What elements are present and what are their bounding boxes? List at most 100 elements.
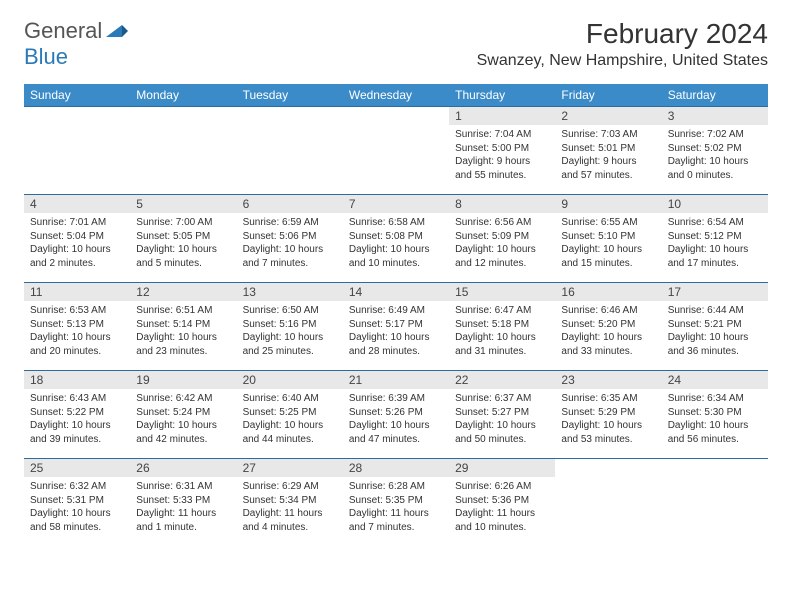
day-header: Monday xyxy=(130,84,236,107)
calendar-cell: 28Sunrise: 6:28 AMSunset: 5:35 PMDayligh… xyxy=(343,459,449,547)
day-number: 24 xyxy=(662,371,768,389)
sunset-text: Sunset: 5:21 PM xyxy=(668,318,762,332)
location-text: Swanzey, New Hampshire, United States xyxy=(477,52,768,70)
daylight-text-1: Daylight: 10 hours xyxy=(349,331,443,345)
calendar-row: 1Sunrise: 7:04 AMSunset: 5:00 PMDaylight… xyxy=(24,107,768,195)
logo-text-blue: Blue xyxy=(24,44,68,69)
sunrise-text: Sunrise: 6:59 AM xyxy=(243,216,337,230)
calendar-table: SundayMondayTuesdayWednesdayThursdayFrid… xyxy=(24,84,768,547)
calendar-cell: 8Sunrise: 6:56 AMSunset: 5:09 PMDaylight… xyxy=(449,195,555,283)
calendar-row: 18Sunrise: 6:43 AMSunset: 5:22 PMDayligh… xyxy=(24,371,768,459)
day-header: Tuesday xyxy=(237,84,343,107)
calendar-cell xyxy=(237,107,343,195)
daylight-text-1: Daylight: 10 hours xyxy=(136,419,230,433)
day-details: Sunrise: 6:40 AMSunset: 5:25 PMDaylight:… xyxy=(237,389,343,450)
day-details: Sunrise: 6:51 AMSunset: 5:14 PMDaylight:… xyxy=(130,301,236,362)
daylight-text-1: Daylight: 11 hours xyxy=(349,507,443,521)
daylight-text-2: and 7 minutes. xyxy=(243,257,337,271)
sunrise-text: Sunrise: 6:56 AM xyxy=(455,216,549,230)
daylight-text-1: Daylight: 10 hours xyxy=(30,419,124,433)
day-number: 27 xyxy=(237,459,343,477)
calendar-head: SundayMondayTuesdayWednesdayThursdayFrid… xyxy=(24,84,768,107)
calendar-cell: 2Sunrise: 7:03 AMSunset: 5:01 PMDaylight… xyxy=(555,107,661,195)
calendar-cell: 15Sunrise: 6:47 AMSunset: 5:18 PMDayligh… xyxy=(449,283,555,371)
calendar-cell: 11Sunrise: 6:53 AMSunset: 5:13 PMDayligh… xyxy=(24,283,130,371)
daylight-text-1: Daylight: 10 hours xyxy=(561,419,655,433)
day-number: 29 xyxy=(449,459,555,477)
daylight-text-2: and 12 minutes. xyxy=(455,257,549,271)
daylight-text-2: and 20 minutes. xyxy=(30,345,124,359)
logo: General xyxy=(24,18,130,44)
day-number: 12 xyxy=(130,283,236,301)
sunrise-text: Sunrise: 6:26 AM xyxy=(455,480,549,494)
day-details: Sunrise: 6:37 AMSunset: 5:27 PMDaylight:… xyxy=(449,389,555,450)
daylight-text-1: Daylight: 10 hours xyxy=(349,243,443,257)
day-details: Sunrise: 6:31 AMSunset: 5:33 PMDaylight:… xyxy=(130,477,236,538)
day-number: 26 xyxy=(130,459,236,477)
day-number: 8 xyxy=(449,195,555,213)
sunset-text: Sunset: 5:34 PM xyxy=(243,494,337,508)
day-details: Sunrise: 7:01 AMSunset: 5:04 PMDaylight:… xyxy=(24,213,130,274)
sunset-text: Sunset: 5:14 PM xyxy=(136,318,230,332)
calendar-cell xyxy=(24,107,130,195)
calendar-cell: 6Sunrise: 6:59 AMSunset: 5:06 PMDaylight… xyxy=(237,195,343,283)
calendar-cell: 22Sunrise: 6:37 AMSunset: 5:27 PMDayligh… xyxy=(449,371,555,459)
sunset-text: Sunset: 5:30 PM xyxy=(668,406,762,420)
sunset-text: Sunset: 5:00 PM xyxy=(455,142,549,156)
sunrise-text: Sunrise: 6:31 AM xyxy=(136,480,230,494)
day-number: 1 xyxy=(449,107,555,125)
calendar-cell: 16Sunrise: 6:46 AMSunset: 5:20 PMDayligh… xyxy=(555,283,661,371)
calendar-cell: 4Sunrise: 7:01 AMSunset: 5:04 PMDaylight… xyxy=(24,195,130,283)
sunrise-text: Sunrise: 6:43 AM xyxy=(30,392,124,406)
sunset-text: Sunset: 5:02 PM xyxy=(668,142,762,156)
day-details: Sunrise: 7:02 AMSunset: 5:02 PMDaylight:… xyxy=(662,125,768,186)
daylight-text-1: Daylight: 10 hours xyxy=(668,243,762,257)
daylight-text-1: Daylight: 10 hours xyxy=(30,243,124,257)
day-number: 10 xyxy=(662,195,768,213)
day-number: 18 xyxy=(24,371,130,389)
calendar-cell: 20Sunrise: 6:40 AMSunset: 5:25 PMDayligh… xyxy=(237,371,343,459)
day-details: Sunrise: 6:39 AMSunset: 5:26 PMDaylight:… xyxy=(343,389,449,450)
page-header: General February 2024 Swanzey, New Hamps… xyxy=(0,0,792,74)
sunset-text: Sunset: 5:10 PM xyxy=(561,230,655,244)
calendar-cell: 12Sunrise: 6:51 AMSunset: 5:14 PMDayligh… xyxy=(130,283,236,371)
month-title: February 2024 xyxy=(477,18,768,50)
daylight-text-2: and 0 minutes. xyxy=(668,169,762,183)
sunset-text: Sunset: 5:13 PM xyxy=(30,318,124,332)
day-number: 21 xyxy=(343,371,449,389)
daylight-text-2: and 53 minutes. xyxy=(561,433,655,447)
sunrise-text: Sunrise: 6:29 AM xyxy=(243,480,337,494)
day-header: Thursday xyxy=(449,84,555,107)
daylight-text-1: Daylight: 11 hours xyxy=(455,507,549,521)
sunrise-text: Sunrise: 7:02 AM xyxy=(668,128,762,142)
daylight-text-2: and 33 minutes. xyxy=(561,345,655,359)
sunset-text: Sunset: 5:04 PM xyxy=(30,230,124,244)
daylight-text-2: and 39 minutes. xyxy=(30,433,124,447)
daylight-text-1: Daylight: 10 hours xyxy=(668,331,762,345)
day-number: 11 xyxy=(24,283,130,301)
sunrise-text: Sunrise: 7:00 AM xyxy=(136,216,230,230)
sunrise-text: Sunrise: 6:32 AM xyxy=(30,480,124,494)
daylight-text-1: Daylight: 10 hours xyxy=(455,331,549,345)
day-details: Sunrise: 6:44 AMSunset: 5:21 PMDaylight:… xyxy=(662,301,768,362)
daylight-text-1: Daylight: 10 hours xyxy=(30,331,124,345)
daylight-text-1: Daylight: 10 hours xyxy=(136,331,230,345)
sunset-text: Sunset: 5:24 PM xyxy=(136,406,230,420)
sunset-text: Sunset: 5:01 PM xyxy=(561,142,655,156)
calendar-cell: 17Sunrise: 6:44 AMSunset: 5:21 PMDayligh… xyxy=(662,283,768,371)
daylight-text-2: and 2 minutes. xyxy=(30,257,124,271)
day-details: Sunrise: 7:03 AMSunset: 5:01 PMDaylight:… xyxy=(555,125,661,186)
daylight-text-1: Daylight: 10 hours xyxy=(349,419,443,433)
sunset-text: Sunset: 5:25 PM xyxy=(243,406,337,420)
sunset-text: Sunset: 5:17 PM xyxy=(349,318,443,332)
calendar-cell: 7Sunrise: 6:58 AMSunset: 5:08 PMDaylight… xyxy=(343,195,449,283)
sunset-text: Sunset: 5:06 PM xyxy=(243,230,337,244)
day-details: Sunrise: 6:50 AMSunset: 5:16 PMDaylight:… xyxy=(237,301,343,362)
daylight-text-2: and 57 minutes. xyxy=(561,169,655,183)
daylight-text-1: Daylight: 10 hours xyxy=(243,331,337,345)
day-number: 7 xyxy=(343,195,449,213)
daylight-text-2: and 44 minutes. xyxy=(243,433,337,447)
daylight-text-1: Daylight: 10 hours xyxy=(561,331,655,345)
daylight-text-1: Daylight: 10 hours xyxy=(243,243,337,257)
calendar-cell xyxy=(343,107,449,195)
